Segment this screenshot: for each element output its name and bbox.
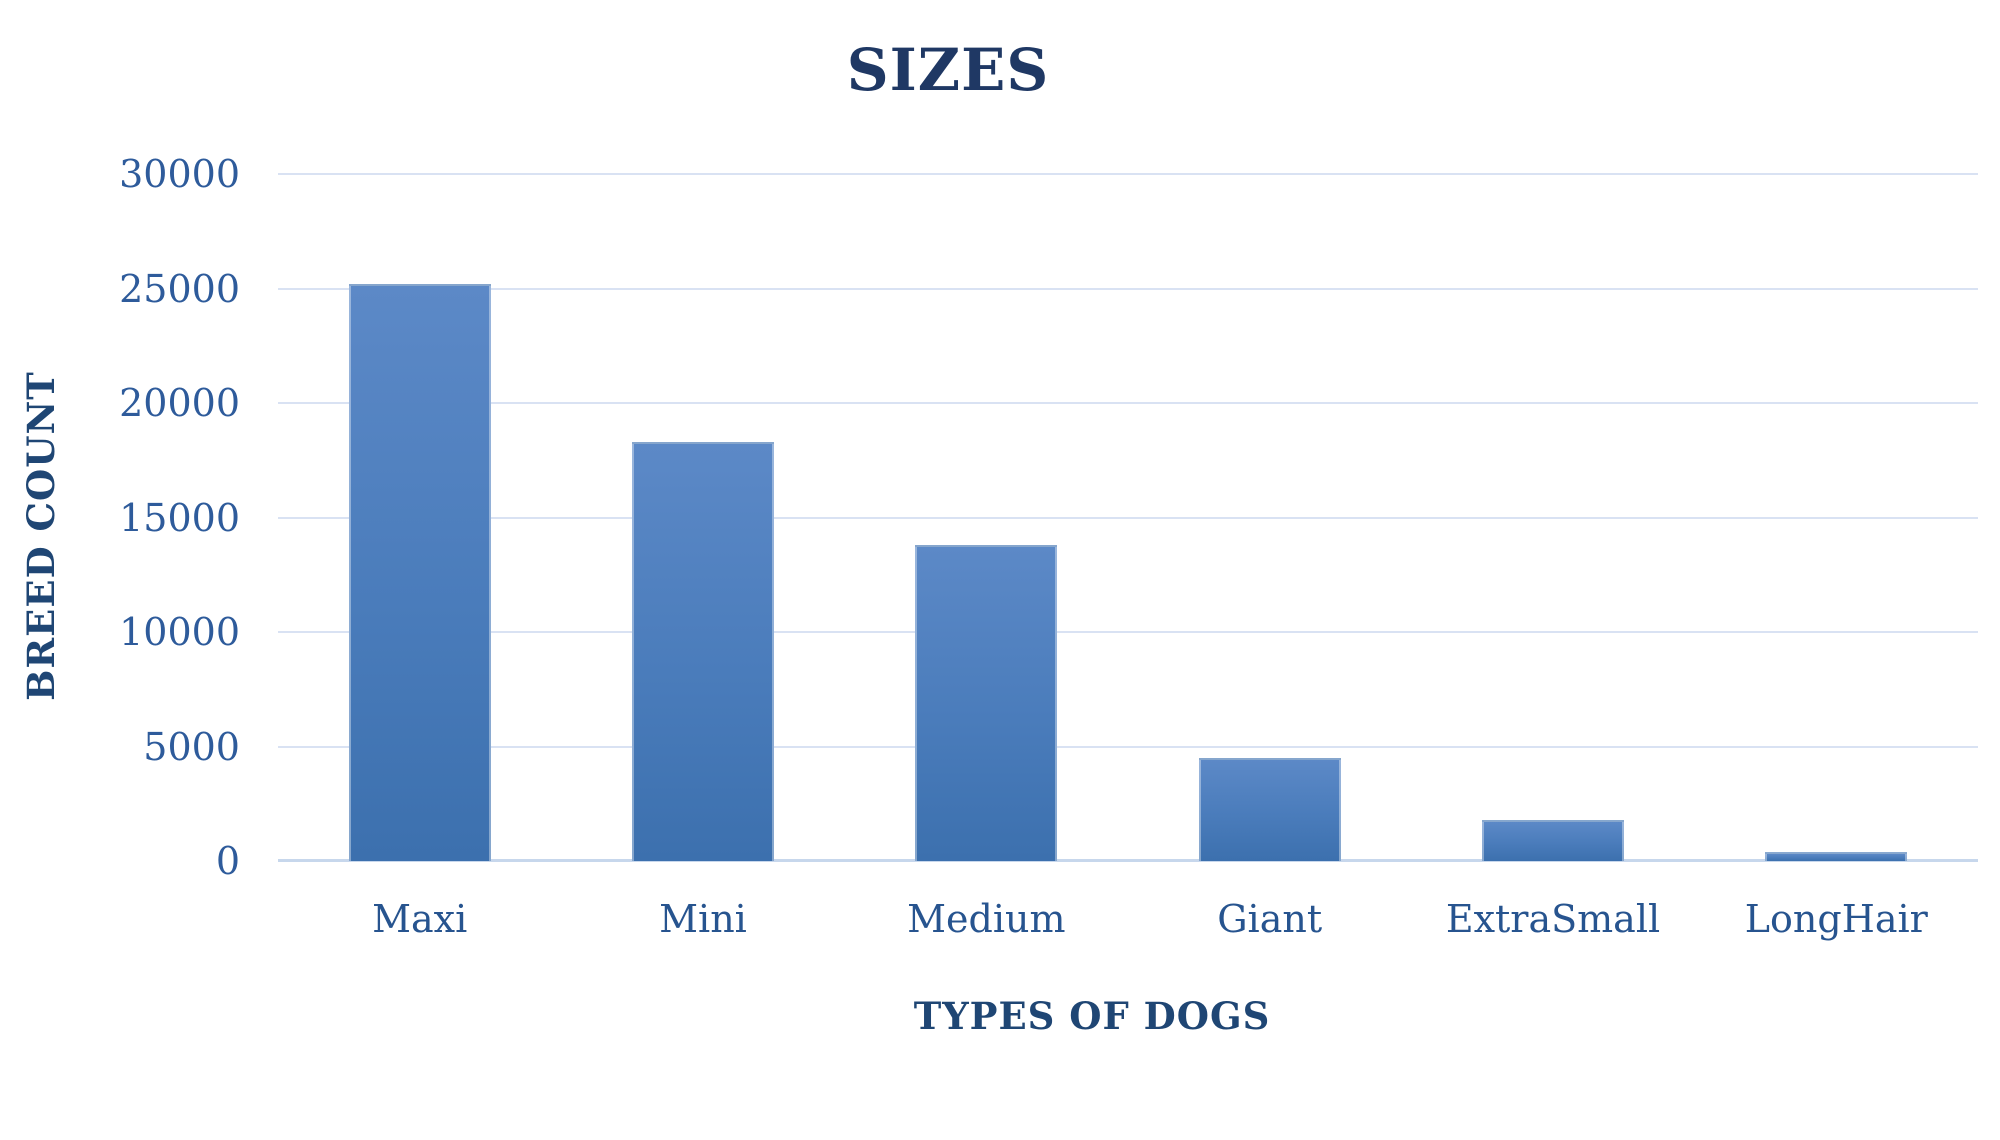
bar-extrasmall	[1482, 819, 1624, 861]
y-tick-20000: 20000	[119, 381, 240, 425]
y-tick-30000: 30000	[119, 152, 240, 196]
gridline-20000	[278, 402, 1978, 404]
chart-title: SIZES	[846, 36, 1050, 104]
bar-medium	[915, 544, 1058, 861]
x-axis-title: TYPES OF DOGS	[913, 994, 1271, 1038]
gridline-5000	[278, 745, 1978, 748]
y-axis-title: BREED COUNT	[19, 371, 63, 701]
bar-longhair	[1765, 851, 1908, 861]
gridline-30000	[278, 173, 1978, 175]
gridline-25000	[278, 287, 1978, 290]
x-category-maxi: Maxi	[372, 897, 468, 941]
bar-giant	[1198, 757, 1341, 861]
y-tick-0: 0	[215, 839, 240, 883]
y-tick-15000: 15000	[119, 495, 240, 540]
x-axis-line	[278, 859, 1978, 862]
plot-area	[278, 173, 1978, 862]
y-tick-25000: 25000	[119, 266, 240, 311]
x-category-longhair: LongHair	[1744, 897, 1928, 941]
bar-maxi	[348, 283, 491, 861]
x-category-giant: Giant	[1217, 897, 1323, 941]
y-tick-5000: 5000	[143, 724, 240, 769]
x-category-medium: Medium	[907, 897, 1066, 941]
bar-mini	[632, 441, 774, 861]
x-category-extrasmall: ExtraSmall	[1445, 897, 1661, 941]
gridline-10000	[278, 631, 1978, 633]
gridline-15000	[278, 516, 1978, 519]
y-tick-10000: 10000	[119, 610, 240, 654]
x-category-mini: Mini	[659, 897, 747, 941]
